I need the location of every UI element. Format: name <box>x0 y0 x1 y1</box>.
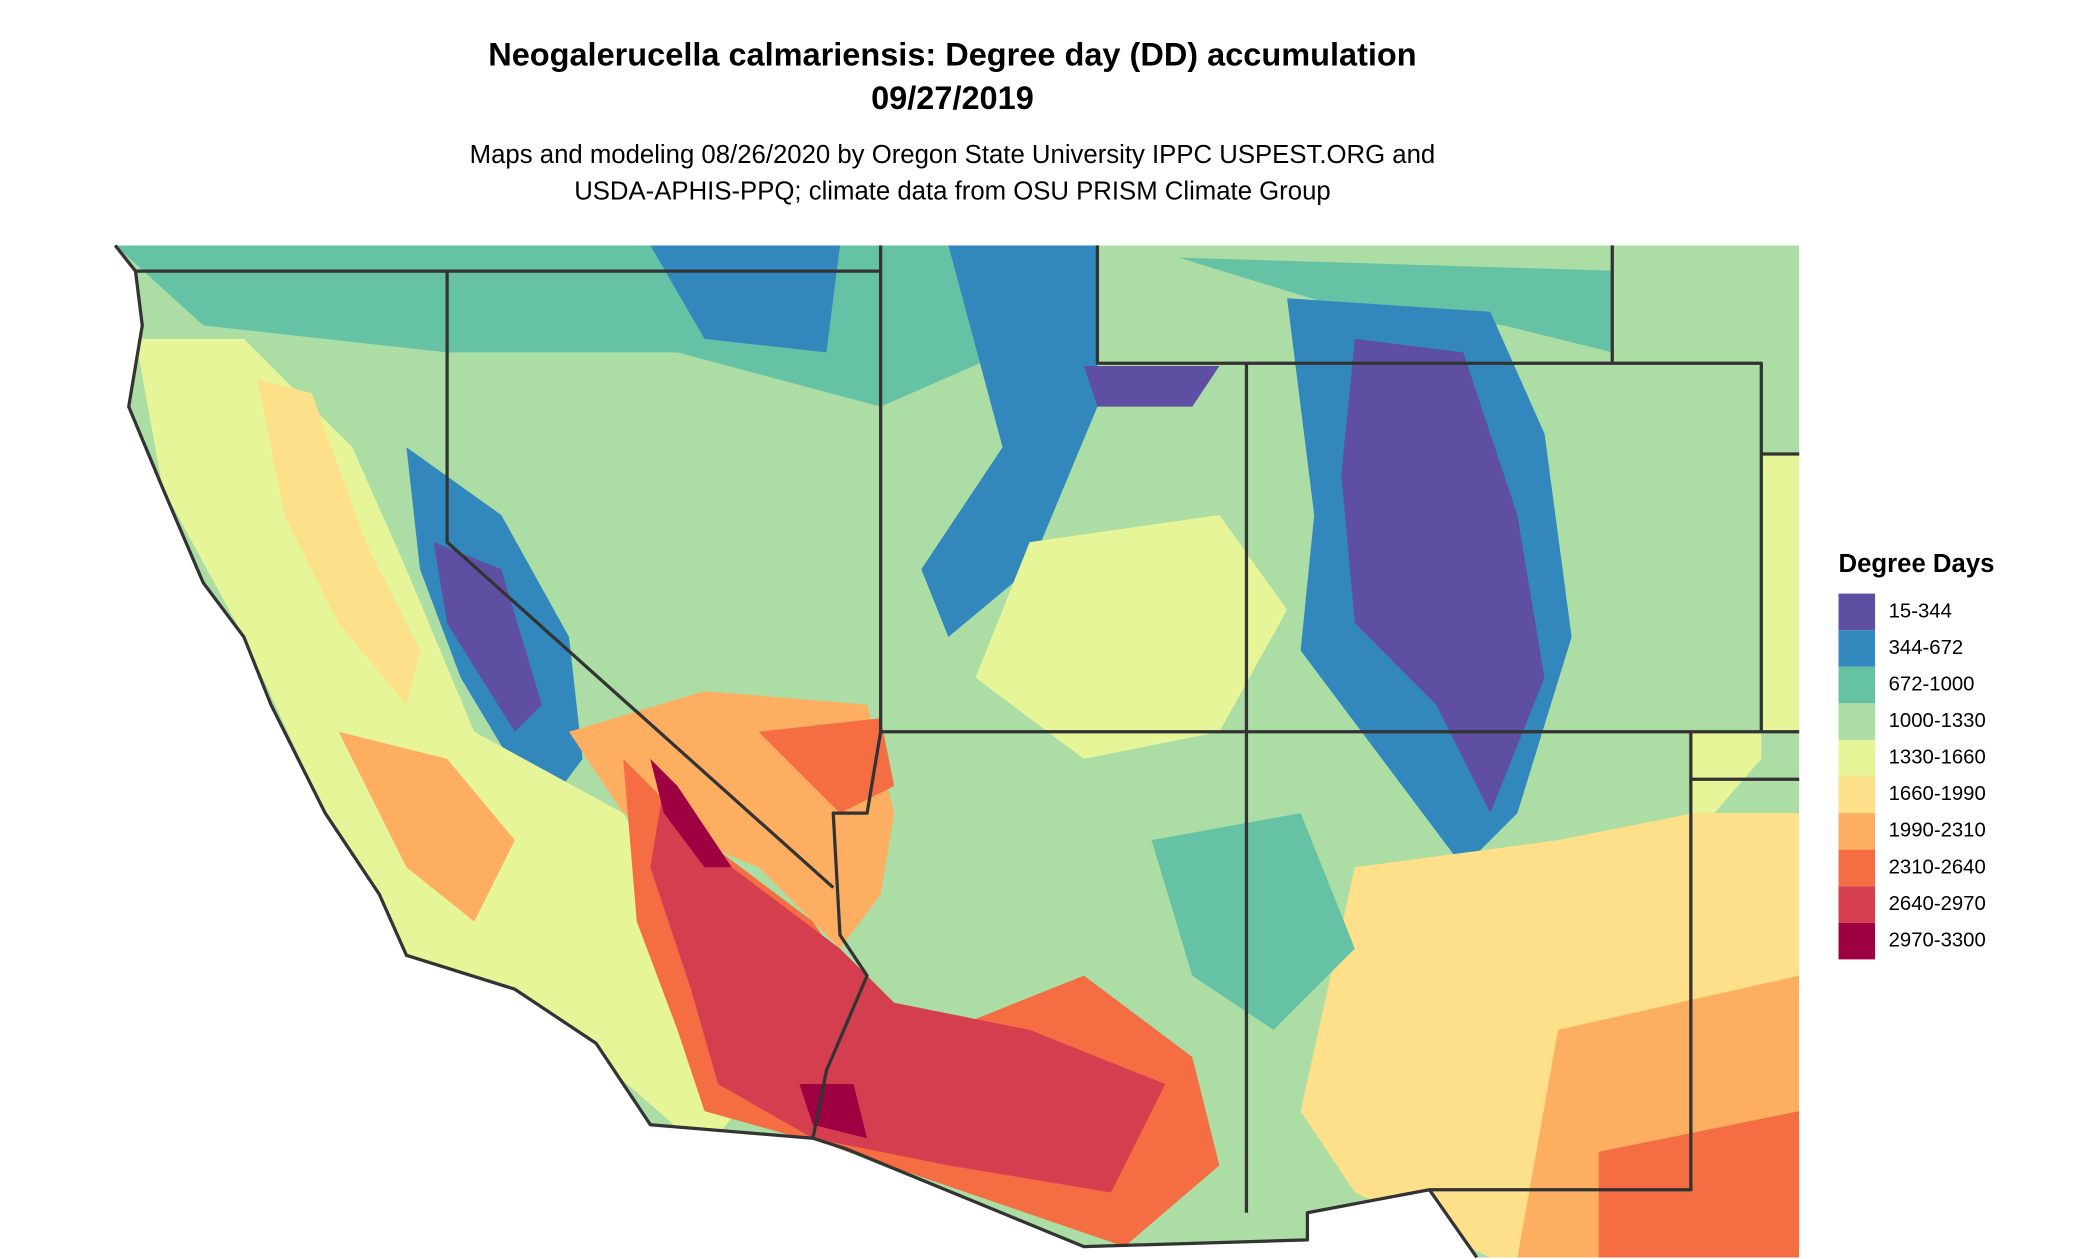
legend-label: 1660-1990 <box>1889 783 1986 805</box>
legend-swatch <box>1838 922 1876 960</box>
legend-swatch <box>1838 666 1876 704</box>
state-borders <box>113 244 1800 1259</box>
map-subtitle: USDA-APHIS-PPQ; climate data from OSU PR… <box>574 177 1331 205</box>
border <box>445 271 835 889</box>
legend-swatch <box>1838 813 1876 850</box>
legend-label: 672-1000 <box>1889 673 1975 695</box>
border <box>811 245 1479 1259</box>
coastline <box>113 244 814 1140</box>
border <box>1429 731 1693 1192</box>
legend-swatch <box>1838 593 1876 631</box>
legend-swatch <box>1838 776 1876 814</box>
map-subtitle: Maps and modeling 08/26/2020 by Oregon S… <box>470 141 1436 169</box>
legend-label: 2310-2640 <box>1889 856 1986 878</box>
legend-label: 15-344 <box>1889 600 1952 622</box>
legend: Degree Days 15-344 344-672 672-1000 1000-13… <box>1838 550 1995 960</box>
legend-label: 2970-3300 <box>1889 929 1986 951</box>
legend-swatch <box>1838 739 1876 777</box>
legend-swatch <box>1838 703 1876 740</box>
map-title: Neogalerucella calmariensis: Degree day … <box>488 37 1416 73</box>
legend-label: 1000-1330 <box>1889 710 1986 732</box>
degree-day-surface <box>115 245 1800 1258</box>
legend-label: 1330-1660 <box>1889 747 1986 769</box>
legend-swatch <box>1838 849 1876 887</box>
legend-swatch <box>1838 886 1876 923</box>
legend-label: 1990-2310 <box>1889 820 1986 842</box>
legend-label: 344-672 <box>1889 637 1964 659</box>
map-date: 09/27/2019 <box>871 80 1034 116</box>
legend-title: Degree Days <box>1839 550 1995 578</box>
legend-label: 2640-2970 <box>1889 893 1986 915</box>
border <box>1095 245 1763 732</box>
legend-swatch <box>1838 630 1876 667</box>
